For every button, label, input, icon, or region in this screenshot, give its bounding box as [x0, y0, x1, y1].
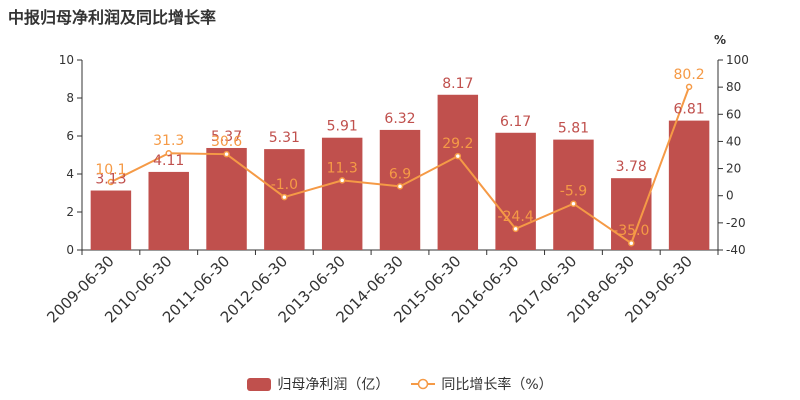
bar — [90, 190, 132, 250]
line-data-label: 31.3 — [153, 133, 184, 149]
bar-data-label: 6.17 — [500, 114, 531, 130]
line-data-label: -5.9 — [560, 184, 587, 200]
legend-bar-swatch — [247, 377, 272, 391]
line-data-label: 11.3 — [327, 160, 358, 176]
line-point — [685, 83, 693, 91]
bar-data-label: 5.81 — [558, 121, 589, 137]
bar-data-label: 4.11 — [153, 153, 184, 169]
bar-data-label: 8.17 — [442, 76, 473, 92]
bar-data-label: 3.78 — [616, 159, 647, 175]
legend-line-swatch — [411, 378, 436, 390]
line-point — [570, 200, 577, 207]
bar-data-label: 5.31 — [269, 130, 300, 146]
line-data-label: -1.0 — [271, 177, 298, 193]
line-point — [281, 193, 288, 201]
line-point — [512, 225, 519, 233]
legend-label-growth-rate: 同比增长率（%） — [441, 377, 553, 393]
line-data-label: -35.0 — [613, 223, 649, 239]
left-axis-tick-label: 2 — [66, 205, 74, 219]
line-point — [396, 183, 404, 190]
bar-data-label: 5.91 — [327, 119, 358, 135]
left-axis-tick-label: 10 — [59, 53, 74, 67]
line-data-label: 10.1 — [95, 162, 126, 178]
right-axis-tick-label: -40 — [726, 243, 746, 257]
legend-label-net-profit: 归母净利润（亿） — [277, 377, 390, 393]
bar-data-label: 3.13 — [95, 172, 126, 188]
bar — [321, 137, 363, 250]
line-point — [223, 150, 230, 158]
right-axis-unit-label: % — [714, 33, 726, 47]
right-axis-tick-label: 20 — [726, 162, 741, 176]
line-point — [454, 152, 462, 160]
legend-item-growth-rate[interactable]: 同比增长率（%） — [411, 374, 553, 394]
line-data-label: 30.6 — [211, 134, 242, 150]
line-point — [165, 149, 172, 157]
bar — [611, 178, 652, 250]
line-point — [107, 178, 115, 186]
bar-data-label: 5.37 — [211, 129, 242, 145]
line-data-label: -24.4 — [498, 209, 534, 225]
bar-data-label: 6.32 — [384, 111, 415, 127]
bar-data-labels: 3.13 4.11 5.37 5.31 5.91 6.32 8.17 6.17 5.81 3.78… — [95, 76, 704, 188]
left-axis-tick-label: 8 — [66, 91, 74, 105]
line-data-label: 80.2 — [674, 67, 705, 83]
left-axis-tick-label: 6 — [66, 129, 74, 143]
bar — [495, 132, 536, 250]
bar — [206, 147, 247, 250]
combo-chart: 0246810-40-20020406080100%2009-06-302010… — [43, 33, 749, 326]
left-axis-tick-label: 0 — [66, 243, 74, 257]
bar — [553, 139, 594, 250]
left-axis-tick-label: 4 — [66, 167, 74, 181]
line-data-label: 29.2 — [442, 136, 473, 152]
line-series — [107, 83, 693, 247]
right-axis-tick-label: 60 — [726, 107, 741, 121]
bar — [148, 171, 189, 250]
line-data-label: 6.9 — [389, 166, 411, 182]
right-axis-tick-label: 80 — [726, 80, 741, 94]
legend-item-net-profit[interactable]: 归母净利润（亿） — [247, 374, 389, 394]
legend: 归母净利润（亿） 同比增长率（%） — [0, 372, 800, 396]
bar — [379, 129, 421, 250]
bar-data-label: 6.81 — [674, 102, 705, 118]
line-point — [338, 177, 346, 184]
line-point — [628, 239, 635, 247]
right-axis-tick-label: 100 — [726, 53, 749, 67]
right-axis-tick-label: 40 — [726, 134, 741, 148]
right-axis-tick-label: -20 — [726, 216, 746, 230]
right-axis-tick-label: 0 — [726, 189, 734, 203]
line-data-labels: 10.1 31.3 30.6 -1.0 11.3 6.9 29.2 -24.4 -5.9 -35.… — [95, 67, 704, 239]
bar-series — [90, 94, 710, 251]
chart-title: 中报归母净利润及同比增长率 — [8, 8, 217, 27]
bar — [668, 120, 710, 250]
